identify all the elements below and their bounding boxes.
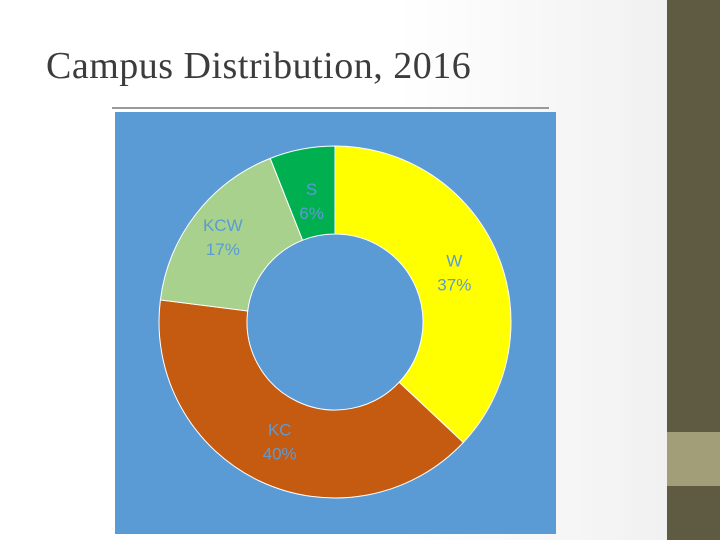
slice-value-kcw: 17% — [206, 240, 240, 259]
decorative-sidebar-accent — [667, 432, 720, 486]
donut-slice-s — [269, 145, 336, 241]
chart-panel: W 37% KC 40% KCW 17% S 6% — [115, 112, 556, 534]
donut-chart: W 37% KC 40% KCW 17% S 6% — [158, 145, 512, 499]
slice-label-kcw: KCW — [203, 216, 243, 235]
slice-value-s: 6% — [299, 204, 324, 223]
slice-value-w: 37% — [437, 275, 471, 294]
slice-label-w: W — [446, 251, 462, 270]
donut-slice-w — [334, 145, 512, 444]
donut-slice-kc — [158, 299, 465, 499]
title-divider — [112, 107, 549, 109]
slice-label-s: S — [306, 180, 317, 199]
slice-label-kc: KC — [268, 421, 292, 440]
donut-slice-kcw — [159, 157, 304, 312]
slice-value-kc: 40% — [263, 445, 297, 464]
slide-title: Campus Distribution, 2016 — [46, 45, 472, 87]
